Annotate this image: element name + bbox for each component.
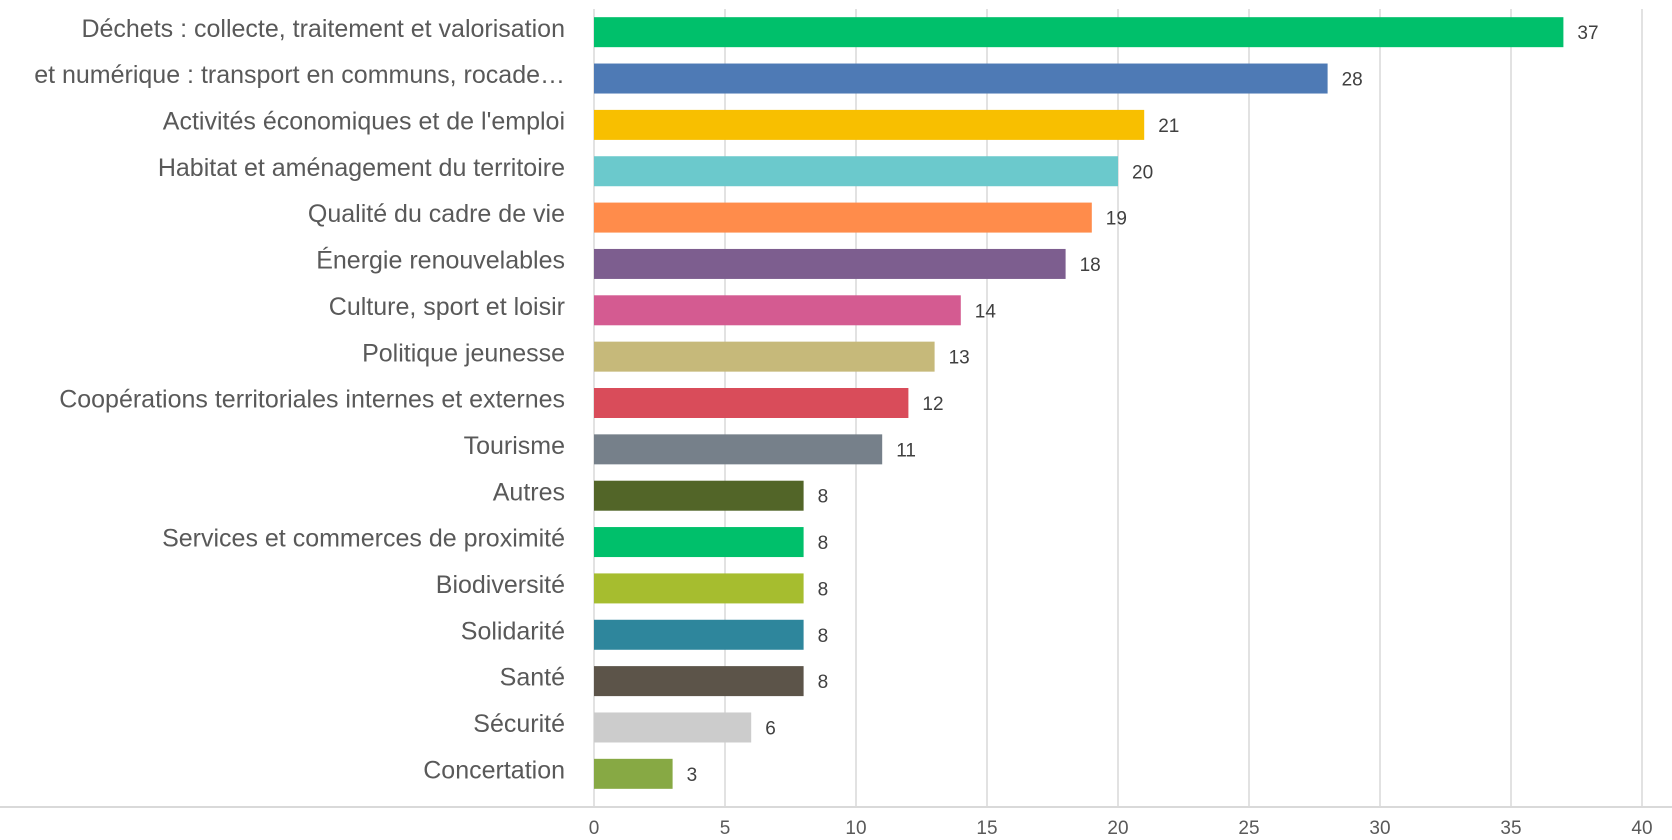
y-tick-label: Déchets : collecte, traitement et valori… (81, 15, 565, 43)
x-tick-label: 0 (589, 818, 600, 839)
y-tick-label: Solidarité (461, 617, 565, 645)
y-tick-label: Activités économiques et de l'emploi (163, 107, 565, 135)
bar (594, 156, 1118, 187)
value-label: 18 (1080, 255, 1101, 276)
y-tick-label: Services et commerces de proximité (162, 525, 565, 553)
bar (594, 712, 752, 743)
bar (594, 295, 961, 326)
value-label: 8 (818, 487, 829, 508)
bar (594, 341, 935, 372)
value-label: 8 (818, 579, 829, 600)
bar (594, 758, 673, 789)
bar (594, 527, 804, 558)
value-label: 21 (1158, 116, 1179, 137)
value-label: 8 (818, 626, 829, 647)
y-tick-label: Biodiversité (436, 571, 565, 599)
x-tick-label: 35 (1500, 818, 1521, 839)
y-tick-label: Qualité du cadre de vie (308, 200, 565, 228)
bar (594, 388, 909, 418)
bar (594, 619, 804, 650)
x-tick-label: 20 (1107, 818, 1128, 839)
value-label: 20 (1132, 162, 1153, 183)
bar (594, 17, 1564, 48)
y-tick-label: Énergie renouvelables (316, 246, 565, 275)
bar (594, 573, 804, 604)
x-tick-label: 15 (976, 818, 997, 839)
y-tick-label: Sécurité (473, 710, 565, 738)
value-label: 19 (1106, 209, 1127, 230)
y-tick-label: Culture, sport et loisir (329, 293, 565, 321)
value-label: 37 (1577, 23, 1598, 44)
bar (594, 248, 1066, 279)
bar (594, 109, 1145, 140)
value-label: 8 (818, 672, 829, 693)
x-tick-label: 25 (1238, 818, 1259, 839)
value-label: 8 (818, 533, 829, 554)
value-label: 12 (922, 394, 943, 415)
bar (594, 202, 1092, 233)
value-label: 14 (975, 301, 997, 322)
y-tick-label: et numérique : transport en communs, roc… (34, 61, 565, 89)
x-tick-label: 10 (845, 818, 866, 839)
value-label: 28 (1342, 70, 1363, 91)
bar (594, 63, 1328, 94)
y-tick-label: Concertation (423, 756, 565, 784)
y-tick-label: Santé (500, 664, 565, 692)
y-tick-label: Politique jeunesse (362, 339, 565, 367)
y-tick-label: Autres (493, 478, 565, 506)
y-tick-label: Tourisme (464, 432, 565, 460)
bar (594, 480, 804, 511)
value-label: 6 (765, 718, 776, 739)
x-tick-label: 30 (1369, 818, 1390, 839)
bar (594, 434, 883, 465)
x-tick-label: 40 (1631, 818, 1652, 839)
value-label: 13 (949, 348, 970, 369)
x-tick-label: 5 (720, 818, 731, 839)
value-label: 11 (896, 440, 916, 461)
y-tick-label: Coopérations territoriales internes et e… (59, 386, 565, 414)
y-tick-label: Habitat et aménagement du territoire (158, 154, 565, 182)
bar (594, 666, 804, 697)
value-label: 3 (687, 765, 698, 786)
